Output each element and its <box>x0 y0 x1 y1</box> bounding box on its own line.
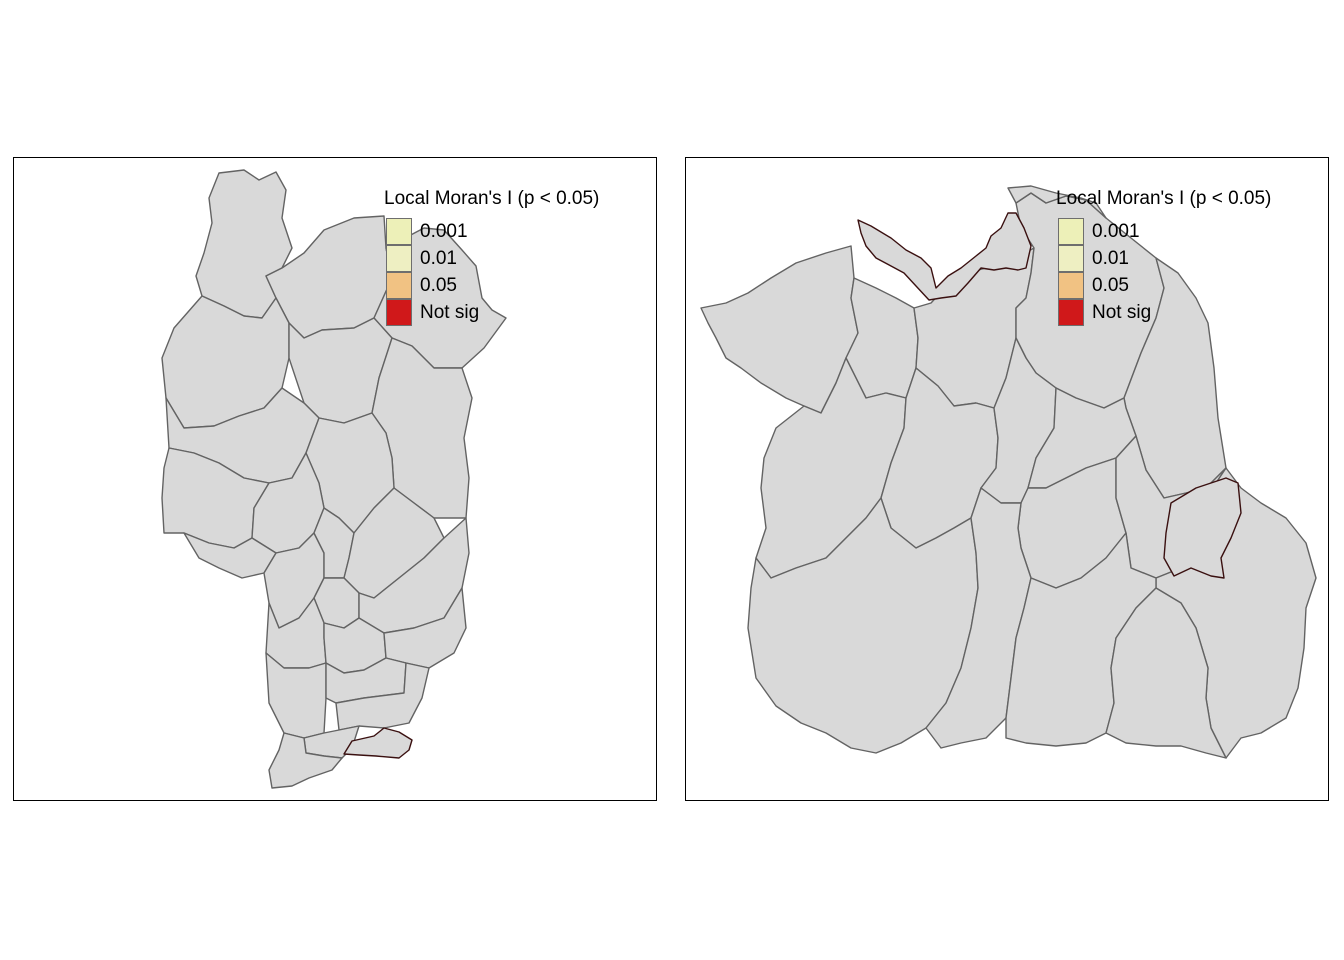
legend-label: Not sig <box>420 302 480 323</box>
legend-item: 0.001 <box>1056 218 1271 245</box>
legend-item: 0.05 <box>1056 272 1271 299</box>
legend-item: 0.01 <box>384 245 599 272</box>
legend-label: Not sig <box>1092 302 1152 323</box>
legend-swatch <box>386 299 412 326</box>
legend-title: Local Moran's I (p < 0.05) <box>384 188 600 209</box>
legend-label: 0.01 <box>420 248 457 269</box>
map-region-significant[interactable] <box>343 727 413 759</box>
map-panel-right: Local Moran's I (p < 0.05) 0.001 0.01 0.… <box>685 157 1329 801</box>
legend-label: 0.01 <box>1092 248 1129 269</box>
legend-swatch <box>1058 272 1084 299</box>
legend-swatch <box>1058 299 1084 326</box>
legend-swatch <box>386 218 412 245</box>
map-region[interactable] <box>268 732 343 789</box>
legend-left: Local Moran's I (p < 0.05) 0.001 0.01 0.… <box>384 188 599 326</box>
legend-item: 0.01 <box>1056 245 1271 272</box>
legend-item: 0.001 <box>384 218 599 245</box>
legend-item: Not sig <box>1056 299 1271 326</box>
legend-swatch <box>386 245 412 272</box>
legend-swatch <box>1058 218 1084 245</box>
map-region-significant[interactable] <box>1163 477 1242 579</box>
legend-label: 0.001 <box>420 221 468 242</box>
region-layer-right <box>700 185 1317 759</box>
legend-swatch <box>1058 245 1084 272</box>
map-region[interactable] <box>1007 185 1107 219</box>
choropleth-map-right <box>700 185 1317 759</box>
legend-item: 0.05 <box>384 272 599 299</box>
legend-title: Local Moran's I (p < 0.05) <box>1056 188 1272 209</box>
legend-swatch <box>386 272 412 299</box>
map-panel-left: Local Moran's I (p < 0.05) 0.001 0.01 0.… <box>13 157 657 801</box>
legend-right: Local Moran's I (p < 0.05) 0.001 0.01 0.… <box>1056 188 1271 326</box>
map-region-significant[interactable] <box>857 212 1032 301</box>
map-region[interactable] <box>1105 587 1227 759</box>
legend-label: 0.001 <box>1092 221 1140 242</box>
legend-label: 0.05 <box>420 275 457 296</box>
legend-label: 0.05 <box>1092 275 1129 296</box>
legend-item: Not sig <box>384 299 599 326</box>
map-region[interactable] <box>265 652 327 739</box>
